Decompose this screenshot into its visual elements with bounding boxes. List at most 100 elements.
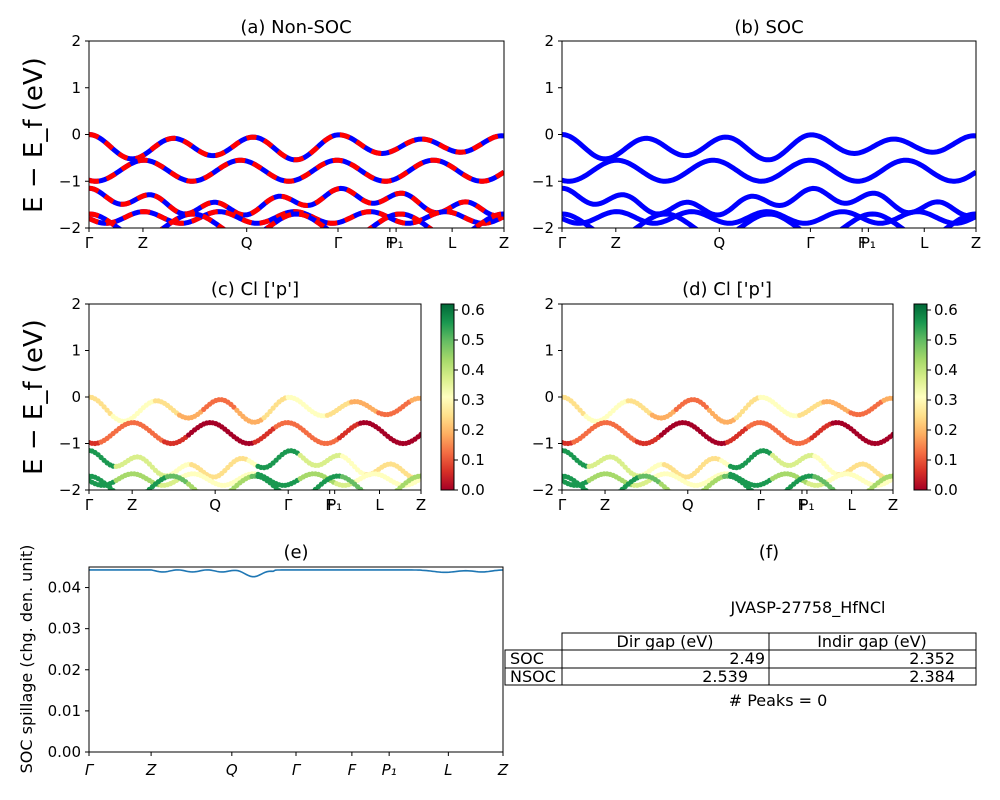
band-line: [89, 157, 504, 184]
x-tick-label: Z: [971, 234, 981, 252]
x-tick-label: Z: [888, 496, 898, 514]
colorbar-tick-label: 0.6: [934, 301, 958, 319]
colorbar-ticks: 0.6 0.5 0.4 0.3 0.2 0.1 0.0 0.6 0.5 0.4 0.3 0.2 0.1 0…: [454, 301, 958, 499]
projection-point: [276, 488, 282, 490]
projection-point: [590, 493, 595, 498]
projection-point: [198, 492, 203, 497]
projection-point: [225, 491, 230, 496]
projection-point: [695, 493, 700, 498]
peaks-count: # Peaks = 0: [729, 691, 828, 710]
panel-d-title: (d) Cl ['p']: [682, 279, 772, 300]
band-line: [89, 211, 504, 228]
projection-point: [391, 491, 396, 496]
colorbar-c: [440, 303, 455, 491]
band-line-spin-down: [89, 157, 504, 184]
gap-table: Dir gap (eV) Indir gap (eV) SOC 2.49 2.3…: [504, 632, 977, 686]
x-tick-label: F: [386, 234, 395, 252]
colorbar-tick-label: 0.4: [934, 361, 958, 379]
x-tick-label: Q: [713, 234, 725, 252]
y-tick-label: −1: [59, 172, 81, 190]
projection-point: [739, 408, 746, 415]
y-tick-label: 2: [71, 32, 81, 50]
panel-c-title: (c) Cl ['p']: [211, 279, 299, 300]
colorbar-tick-label: 0.3: [461, 391, 485, 409]
x-tick-label: F: [325, 496, 334, 514]
projection-point: [280, 491, 285, 496]
x-tick-label: Γ: [85, 234, 94, 252]
x-tick-label: Γ: [284, 496, 293, 514]
y-tick-label: 0: [71, 388, 81, 406]
projection-point: [101, 404, 107, 410]
projection-point: [114, 491, 119, 496]
x-tick-label: Z: [138, 234, 148, 252]
projection-point: [141, 492, 146, 497]
projection-point: [773, 495, 778, 500]
projection-point: [890, 395, 893, 401]
projection-point: [298, 496, 303, 501]
projection-point: [614, 492, 619, 497]
x-tick-label: F: [348, 761, 357, 779]
projection-point: [860, 493, 865, 498]
x-tick-label: Z: [499, 234, 509, 252]
colorbar-tick-label: 0.2: [934, 421, 958, 439]
colorbar-d: [913, 303, 928, 491]
projection-point: [583, 488, 589, 490]
projection-point: [574, 404, 580, 410]
x-tick-label: L: [847, 496, 856, 514]
projection-point: [890, 431, 893, 437]
projection-point: [890, 473, 893, 479]
table-cell: 2.539: [702, 667, 748, 686]
y-tick-label: 0.01: [48, 702, 81, 720]
colorbar-tick-label: 0.0: [461, 481, 485, 499]
x-tick-label: P₁: [389, 234, 404, 252]
material-id: JVASP-27758_HfNCl: [730, 598, 886, 618]
y-tick-label: −1: [532, 172, 554, 190]
projection-point: [863, 491, 868, 496]
y-tick-label: 1: [544, 79, 554, 97]
y-tick-label: 0.04: [48, 579, 81, 597]
projection-point: [752, 491, 757, 496]
colorbar-tick-label: 0.4: [461, 361, 485, 379]
x-tick-label: Γ: [334, 234, 343, 252]
x-tick-label: Γ: [85, 496, 94, 514]
y-tick-label: −2: [59, 219, 81, 237]
projection-point: [358, 486, 364, 490]
x-tick-label: P₁: [799, 496, 814, 514]
x-tick-label: Z: [611, 234, 621, 252]
projection-point: [743, 405, 749, 411]
projection-point: [577, 407, 583, 413]
plot-frame: [88, 566, 504, 753]
panel-b-bands: [562, 132, 976, 228]
x-tick-label: P₁: [861, 234, 876, 252]
y-tick-label: 2: [71, 295, 81, 313]
projection-point: [767, 497, 772, 502]
table-header-dir: Dir gap (eV): [617, 632, 714, 651]
projection-point: [593, 495, 598, 500]
y-tick-label: 2: [544, 32, 554, 50]
colorbar-tick-label: 0.3: [934, 391, 958, 409]
projection-point: [367, 494, 372, 499]
projection-point: [304, 494, 309, 499]
x-tick-label: Γ: [85, 761, 95, 779]
band-line: [562, 211, 976, 228]
projection-point: [706, 407, 713, 413]
projection-point: [736, 412, 743, 418]
y-tick-label: 0: [71, 126, 81, 144]
table-header-indir: Indir gap (eV): [817, 632, 927, 651]
x-tick-label: P₁: [382, 761, 397, 779]
x-tick-label: Z: [600, 496, 610, 514]
projection-point: [674, 494, 679, 499]
panel-e-ylabel: SOC spillage (chg. den. unit): [17, 545, 36, 774]
projection-point: [830, 486, 836, 490]
panel-d-projected-bands: [562, 394, 893, 502]
x-tick-label: Q: [241, 234, 253, 252]
spillage-line: [89, 569, 504, 578]
projection-point: [117, 493, 122, 498]
x-tick-label: Γ: [558, 496, 567, 514]
y-tick-label: 1: [544, 342, 554, 360]
colorbar-tick-label: 0.1: [934, 451, 958, 469]
projection-point: [110, 488, 116, 490]
y-tick-label: −2: [59, 481, 81, 499]
projection-point: [418, 431, 421, 437]
panel-c-projected-bands: [89, 394, 421, 501]
